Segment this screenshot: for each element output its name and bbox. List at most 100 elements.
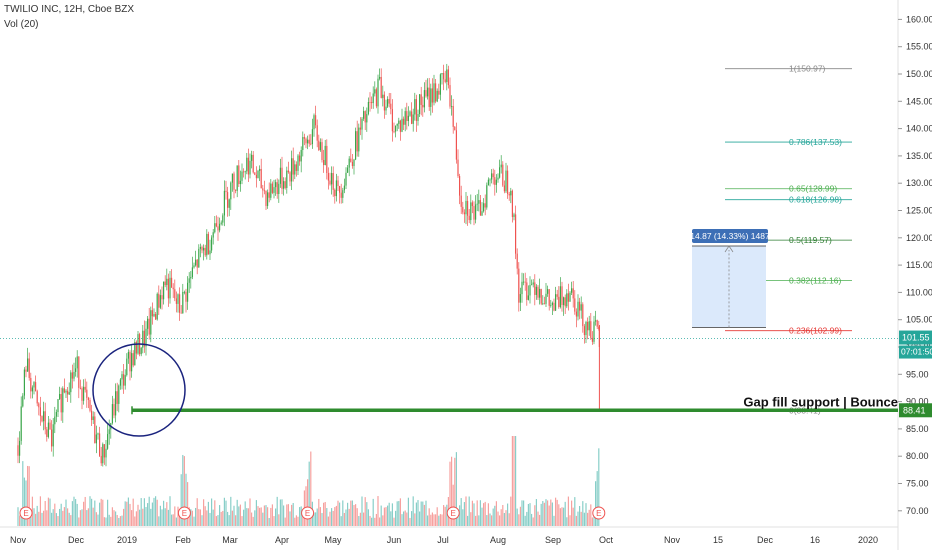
candle-body [115, 391, 117, 416]
volume-bar [62, 510, 64, 526]
x-tick-label: May [324, 535, 342, 545]
candle-body [550, 305, 552, 306]
candle-body [489, 179, 491, 181]
candle-body [315, 115, 317, 126]
candle-body [38, 403, 40, 408]
volume-bar [515, 436, 517, 526]
candle-body [239, 180, 241, 185]
candle-body [241, 171, 243, 181]
volume-bar [399, 498, 401, 526]
volume-bar [359, 512, 361, 526]
candle-body [27, 358, 29, 372]
candle-body [153, 314, 155, 317]
volume-bar [375, 513, 377, 526]
volume-bar [516, 508, 518, 526]
volume-bar [417, 500, 419, 526]
volume-bar [78, 517, 80, 526]
measure-label-box [692, 228, 768, 243]
candle-body [425, 90, 427, 97]
candle-body [89, 400, 91, 411]
volume-bar [521, 500, 523, 526]
earnings-marker [301, 506, 315, 520]
volume-bar [535, 499, 537, 526]
volume-bar [329, 511, 331, 526]
volume-bar [135, 511, 137, 526]
volume-bar [86, 510, 88, 526]
candle-body [582, 304, 584, 327]
volume-bar [243, 509, 245, 526]
volume-bar [140, 498, 142, 526]
earnings-marker-label: E [596, 509, 601, 518]
candle-body [111, 404, 113, 424]
volume-bar [22, 461, 24, 526]
volume-bar [233, 505, 235, 526]
candle-body [155, 314, 157, 320]
volume-bar [327, 516, 329, 526]
volume-bar [390, 511, 392, 526]
candle-body [201, 246, 203, 251]
gap-spike-body [598, 325, 600, 347]
candle-body [60, 394, 62, 413]
earnings-marker-label: E [305, 509, 310, 518]
volume-bar [473, 503, 475, 526]
candle-body [132, 353, 134, 366]
candle-body [406, 111, 408, 122]
gap-circle-annotation [92, 343, 186, 437]
volume-bar [460, 498, 462, 526]
volume-bar [201, 515, 203, 526]
volume-bar [228, 515, 230, 526]
candle-body [191, 267, 193, 278]
fib-level-label: 0.65(128.99) [789, 184, 837, 194]
volume-bar [252, 516, 254, 526]
y-tick-label: 90.00 [906, 397, 929, 407]
candle-body [591, 337, 593, 342]
volume-bar [582, 501, 584, 526]
volume-bar [545, 499, 547, 526]
candle-body [238, 165, 240, 185]
volume-bar [319, 507, 321, 526]
volume-bar [513, 436, 515, 526]
volume-bar [65, 499, 67, 526]
candle-body [523, 281, 525, 283]
volume-bar [494, 505, 496, 526]
candle-body [342, 190, 344, 198]
candle-body [374, 89, 376, 94]
candle-body [235, 189, 237, 191]
candle-body [353, 159, 355, 167]
volume-bar [179, 509, 181, 526]
volume-bar [484, 501, 486, 526]
candle-body [19, 440, 21, 456]
candle-body [254, 172, 256, 175]
candle-body [131, 353, 133, 372]
candle-body [433, 83, 435, 103]
x-tick-label: Aug [490, 535, 506, 545]
candle-body [62, 388, 64, 413]
volume-bar [36, 505, 38, 526]
volume-bar [211, 498, 213, 526]
candle-body [473, 206, 475, 220]
candles [17, 63, 600, 467]
candle-body [182, 291, 184, 314]
volume-bar [465, 496, 467, 526]
candle-body [99, 433, 101, 456]
candle-body [575, 311, 577, 317]
volume-bar [527, 503, 529, 526]
candle-body [547, 289, 549, 294]
volume-bar [100, 498, 102, 526]
volume-bar [334, 507, 336, 526]
volume-bar [364, 497, 366, 526]
earnings-marker [592, 506, 606, 520]
volume-bar [428, 508, 430, 526]
candle-body [166, 278, 168, 286]
volume-bar [308, 461, 310, 526]
volume-bar [95, 512, 97, 526]
candle-body [443, 73, 445, 80]
candle-body [295, 164, 297, 171]
volume-bar [270, 507, 272, 526]
candle-body [518, 268, 520, 303]
y-tick-label: 130.00 [906, 178, 932, 188]
volume-bar [558, 504, 560, 526]
candle-body [339, 186, 341, 193]
candle-body [67, 390, 69, 395]
